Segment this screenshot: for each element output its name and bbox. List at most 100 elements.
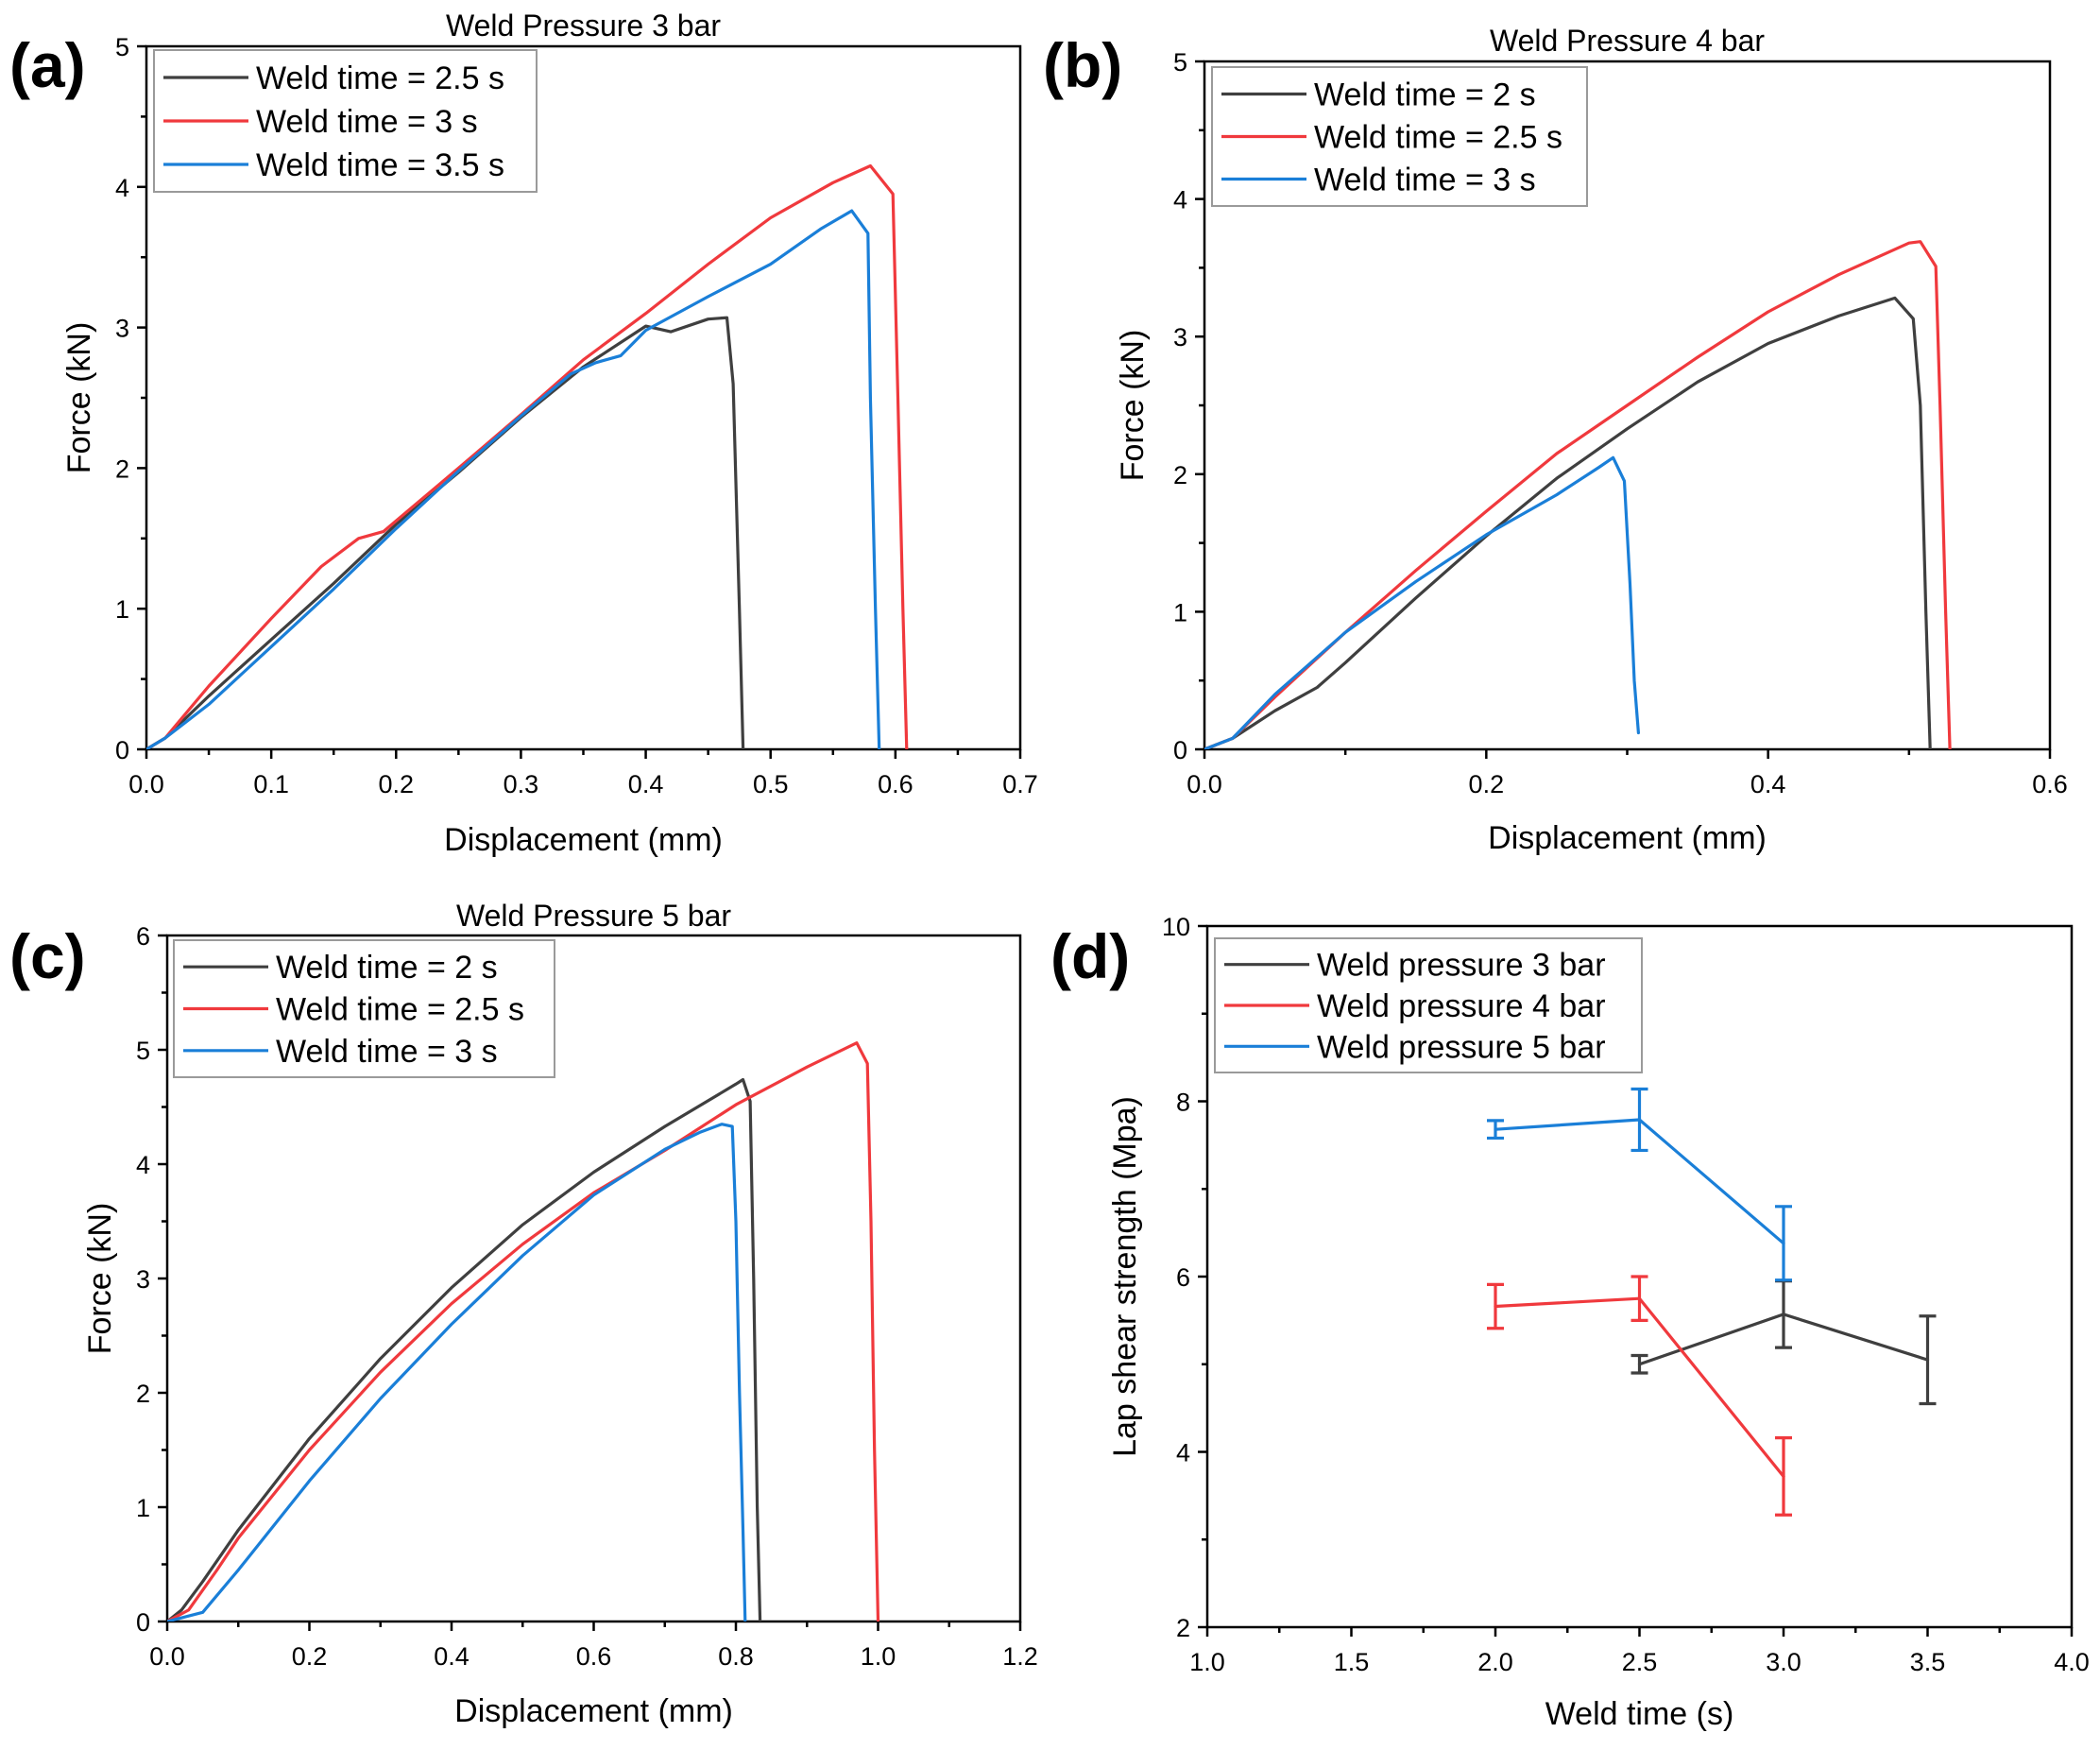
x-tick-label: 0.0 bbox=[128, 770, 164, 798]
panel-label: (a) bbox=[9, 30, 86, 100]
error-bar bbox=[1487, 1119, 1504, 1141]
legend-label: Weld time = 2.5 s bbox=[276, 992, 524, 1028]
y-tick-label: 4 bbox=[1176, 1439, 1190, 1467]
x-tick-label: 0.0 bbox=[149, 1642, 185, 1671]
y-tick-label: 2 bbox=[1173, 461, 1187, 489]
y-tick-label: 6 bbox=[1176, 1263, 1190, 1292]
x-tick-label: 0.2 bbox=[379, 770, 415, 798]
y-tick-label: 0 bbox=[1173, 736, 1187, 764]
legend: Weld pressure 3 bar Weld pressure 4 bar We… bbox=[1214, 937, 1643, 1073]
plot-area bbox=[146, 163, 909, 749]
x-tick-label: 1.0 bbox=[861, 1642, 896, 1671]
y-tick-label: 1 bbox=[1173, 598, 1187, 626]
x-tick-label: 0.4 bbox=[434, 1642, 470, 1671]
panel-label: (b) bbox=[1043, 30, 1122, 100]
series-line-3 bbox=[146, 209, 881, 749]
x-tick-label: 0.1 bbox=[253, 770, 289, 798]
panel-label: (d) bbox=[1050, 921, 1130, 991]
y-axis-title: Lap shear strength (Mpa) bbox=[1107, 1096, 1143, 1457]
y-tick-label: 4 bbox=[136, 1151, 150, 1179]
series-line-3 bbox=[167, 1123, 747, 1621]
x-tick-label: 0.2 bbox=[292, 1642, 328, 1671]
y-tick-label: 0 bbox=[136, 1608, 150, 1637]
y-tick-label: 1 bbox=[136, 1494, 150, 1522]
legend-label: Weld time = 2.5 s bbox=[1314, 120, 1562, 156]
legend-label: Weld time = 3.5 s bbox=[256, 147, 504, 183]
chart-title: Weld Pressure 5 bar bbox=[456, 899, 731, 933]
x-tick-label: 0.6 bbox=[2032, 770, 2068, 798]
legend-label: Weld time = 2 s bbox=[276, 950, 498, 986]
x-axis-title: Displacement (mm) bbox=[444, 822, 723, 858]
x-tick-label: 0.0 bbox=[1187, 770, 1222, 798]
error-bar bbox=[1919, 1314, 1937, 1406]
legend: Weld time = 2.5 s Weld time = 3 s Weld tim… bbox=[153, 49, 538, 193]
x-tick-label: 0.2 bbox=[1469, 770, 1505, 798]
legend-label: Weld pressure 4 bar bbox=[1317, 988, 1606, 1024]
x-tick-label: 1.5 bbox=[1334, 1648, 1370, 1676]
plot-area bbox=[167, 1041, 880, 1621]
series-line-3 bbox=[1204, 455, 1640, 749]
legend-label: Weld pressure 3 bar bbox=[1317, 948, 1606, 984]
x-tick-label: 3.5 bbox=[1910, 1648, 1946, 1676]
series-line-2 bbox=[167, 1041, 880, 1621]
legend: Weld time = 2 s Weld time = 2.5 s Weld tim… bbox=[1211, 66, 1588, 207]
legend-label: Weld time = 3 s bbox=[256, 104, 478, 140]
y-tick-label: 5 bbox=[136, 1037, 150, 1065]
x-tick-label: 0.4 bbox=[628, 770, 664, 798]
error-bar bbox=[1775, 1436, 1792, 1517]
legend-label: Weld pressure 5 bar bbox=[1317, 1029, 1606, 1065]
error-bar bbox=[1630, 1275, 1648, 1322]
x-tick-label: 1.2 bbox=[1002, 1642, 1038, 1671]
error-bar bbox=[1630, 1353, 1648, 1375]
x-tick-label: 0.3 bbox=[504, 770, 539, 798]
chart-title: Weld Pressure 4 bar bbox=[1490, 24, 1765, 58]
x-tick-label: 0.4 bbox=[1750, 770, 1786, 798]
series-line-2 bbox=[1494, 1296, 1785, 1479]
y-tick-label: 0 bbox=[115, 736, 129, 764]
x-tick-label: 2.5 bbox=[1622, 1648, 1658, 1676]
error-bar bbox=[1487, 1282, 1504, 1330]
error-bar bbox=[1775, 1279, 1792, 1349]
chart-title: Weld Pressure 3 bar bbox=[446, 9, 721, 43]
error-bar bbox=[1775, 1205, 1792, 1282]
x-axis-title: Displacement (mm) bbox=[454, 1693, 733, 1729]
x-tick-label: 0.6 bbox=[576, 1642, 612, 1671]
y-tick-label: 2 bbox=[115, 455, 129, 483]
legend-label: Weld time = 2 s bbox=[1314, 77, 1536, 113]
x-tick-label: 2.0 bbox=[1477, 1648, 1513, 1676]
legend-label: Weld time = 2.5 s bbox=[256, 60, 504, 96]
y-axis-title: Force (kN) bbox=[82, 1203, 118, 1355]
x-tick-label: 0.8 bbox=[718, 1642, 754, 1671]
legend-label: Weld time = 3 s bbox=[276, 1034, 498, 1070]
x-tick-label: 0.7 bbox=[1002, 770, 1038, 798]
y-tick-label: 8 bbox=[1176, 1089, 1190, 1117]
plot-area bbox=[1487, 1087, 1937, 1517]
series-line-1 bbox=[146, 316, 745, 749]
x-axis-title: Displacement (mm) bbox=[1488, 820, 1767, 856]
y-tick-label: 5 bbox=[1173, 48, 1187, 77]
legend: Weld time = 2 s Weld time = 2.5 s Weld tim… bbox=[173, 939, 555, 1078]
chart-panel-c: (c) Weld Pressure 5 bar 0.0 0.2 0.4 0.6 0.8 1.0… bbox=[9, 899, 1038, 1729]
x-tick-label: 0.5 bbox=[753, 770, 789, 798]
series-line-1 bbox=[1204, 296, 1932, 749]
y-tick-label: 2 bbox=[1176, 1614, 1190, 1642]
y-tick-label: 3 bbox=[136, 1265, 150, 1294]
x-axis-title: Weld time (s) bbox=[1545, 1696, 1734, 1732]
panel-label: (c) bbox=[9, 921, 86, 991]
x-tick-label: 4.0 bbox=[2054, 1648, 2090, 1676]
y-tick-label: 3 bbox=[115, 315, 129, 343]
plot-area bbox=[1204, 240, 1952, 749]
chart-panel-d: (d) 1.0 1.5 2.0 2.5 3.0 3.5 4.0 2 4 6 8 10 Weld time … bbox=[1050, 913, 2090, 1732]
y-tick-label: 5 bbox=[115, 33, 129, 61]
legend-label: Weld time = 3 s bbox=[1314, 163, 1536, 198]
legend-box bbox=[153, 49, 538, 193]
error-bar bbox=[1630, 1087, 1648, 1153]
y-tick-label: 4 bbox=[1173, 186, 1187, 214]
y-tick-label: 6 bbox=[136, 922, 150, 951]
chart-panel-b: (b) Weld Pressure 4 bar 0.0 0.2 0.4 0.6 0 1 2 3 4 5… bbox=[1043, 24, 2068, 856]
y-axis-title: Force (kN) bbox=[61, 322, 97, 474]
chart-panel-a: (a) Weld Pressure 3 bar 0.0 0.1 0.2 0.3 0.4 0.5… bbox=[9, 9, 1038, 858]
x-tick-label: 1.0 bbox=[1189, 1648, 1225, 1676]
y-tick-label: 3 bbox=[1173, 323, 1187, 352]
